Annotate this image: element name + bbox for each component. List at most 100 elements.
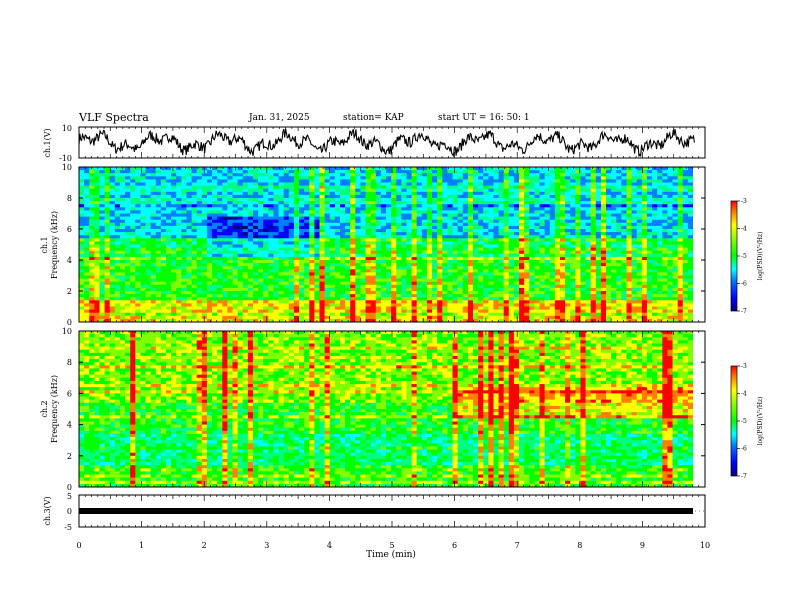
spectrogram-cell xyxy=(237,207,244,211)
spectrogram-cell xyxy=(242,179,249,183)
spectrogram-cell xyxy=(580,266,586,270)
spectrogram-cell xyxy=(483,241,489,245)
spectrogram-cell xyxy=(539,272,546,276)
spectrogram-cell xyxy=(595,263,602,267)
spectrogram-cell xyxy=(426,170,433,174)
spectrogram-cell xyxy=(109,188,116,193)
spectrogram-cell xyxy=(503,207,510,211)
spectrogram-cell xyxy=(79,225,85,230)
spectrogram-cell xyxy=(657,194,663,199)
spectrogram-cell xyxy=(472,198,479,202)
spectrogram-cell xyxy=(79,250,85,255)
spectrogram-cell xyxy=(544,213,551,217)
spectrogram-cell xyxy=(278,191,285,196)
spectrogram-cell xyxy=(360,170,366,174)
spectrogram-cell xyxy=(641,278,648,283)
spectrogram-cell xyxy=(442,179,448,183)
spectrogram-cell xyxy=(380,191,387,196)
spectrogram-cell xyxy=(472,167,479,171)
spectrogram-cell xyxy=(114,247,121,252)
spectrogram-cell xyxy=(268,222,274,227)
spectrogram-cell xyxy=(125,210,131,214)
spectrogram-cell xyxy=(339,207,346,211)
spectrogram-cell xyxy=(212,266,218,270)
spectrogram-cell xyxy=(160,253,167,258)
spectrogram-cell xyxy=(89,241,95,245)
spectrogram-cell xyxy=(401,185,407,190)
spectrogram-cell xyxy=(411,232,418,236)
spectrogram-cell xyxy=(677,235,684,239)
spectrogram-cell xyxy=(559,238,566,242)
spectrogram-cell xyxy=(268,260,274,264)
spectrogram-cell xyxy=(125,294,131,298)
spectrogram-cell xyxy=(155,278,162,283)
spectrogram-cell xyxy=(375,216,382,221)
spectrogram-cell xyxy=(421,219,428,224)
spectrogram-cell xyxy=(554,256,561,261)
spectrogram-cell xyxy=(176,272,182,276)
spectrogram-cell xyxy=(334,275,341,279)
spectrogram-cell xyxy=(350,266,356,270)
spectrogram-cell xyxy=(171,284,177,289)
spectrogram-cell xyxy=(212,232,218,236)
spectrogram-cell xyxy=(426,256,433,261)
spectrogram-cell xyxy=(401,281,407,286)
spectrogram-cell xyxy=(590,266,597,270)
spectrogram-cell xyxy=(575,198,581,202)
spectrogram-cell xyxy=(483,210,489,214)
spectrogram-cell xyxy=(646,182,653,186)
spectrogram-cell xyxy=(191,216,198,221)
spectrogram-cell xyxy=(160,235,167,239)
spectrogram-cell xyxy=(549,225,556,230)
spectrogram-cell xyxy=(585,207,592,211)
spectrogram-cell xyxy=(227,229,233,233)
spectrogram-cell xyxy=(641,256,648,261)
spectrogram-cell xyxy=(636,222,643,227)
spectrogram-cell xyxy=(391,247,397,252)
spectrogram-cell xyxy=(600,244,607,248)
spectrogram-cell xyxy=(252,229,259,233)
spectrogram-cell xyxy=(457,170,464,174)
spectrogram-cell xyxy=(217,167,223,171)
spectrogram-cell xyxy=(242,167,249,171)
spectrogram-cell xyxy=(426,225,433,230)
spectrogram-cell xyxy=(687,287,694,292)
spectrogram-cell xyxy=(324,253,331,258)
spectrogram-cell xyxy=(529,204,535,208)
spectrogram-cell xyxy=(570,188,576,193)
spectrogram-cell xyxy=(304,198,310,202)
spectrogram-cell xyxy=(380,170,387,174)
spectrogram-cell xyxy=(324,232,331,236)
spectrogram-cell xyxy=(677,281,684,286)
spectrogram-cell xyxy=(595,182,602,186)
spectrogram-cell xyxy=(524,173,530,177)
spectrogram-cell xyxy=(421,253,428,258)
spectrogram-cell xyxy=(186,247,192,252)
spectrogram-cell xyxy=(89,291,95,295)
spectrogram-cell xyxy=(559,194,566,199)
spectrogram-cell xyxy=(565,241,571,245)
spectrogram-cell xyxy=(212,229,218,233)
spectrogram-cell xyxy=(155,241,162,245)
spectrogram-cell xyxy=(565,210,571,214)
spectrogram-cell xyxy=(508,204,515,208)
spectrogram-cell xyxy=(452,256,459,261)
spectrogram-cell xyxy=(334,219,341,224)
spectrogram-cell xyxy=(135,244,141,248)
spectrogram-cell xyxy=(380,167,387,171)
spectrogram-cell xyxy=(600,278,607,283)
spectrogram-cell xyxy=(135,204,141,208)
spectrogram-cell xyxy=(79,247,85,252)
spectrogram-cell xyxy=(457,229,464,233)
spectrogram-cell xyxy=(600,188,607,193)
spectrogram-cell xyxy=(590,191,597,196)
spectrogram-cell xyxy=(237,201,244,205)
spectrogram-cell xyxy=(539,219,546,224)
spectrogram-cell xyxy=(309,210,315,214)
spectrogram-cell xyxy=(201,225,208,230)
spectrogram-cell xyxy=(94,170,100,174)
spectrogram-cell xyxy=(288,238,295,242)
spectrogram-cell xyxy=(222,219,228,224)
spectrogram-cell xyxy=(488,229,494,233)
spectrogram-cell xyxy=(503,204,510,208)
